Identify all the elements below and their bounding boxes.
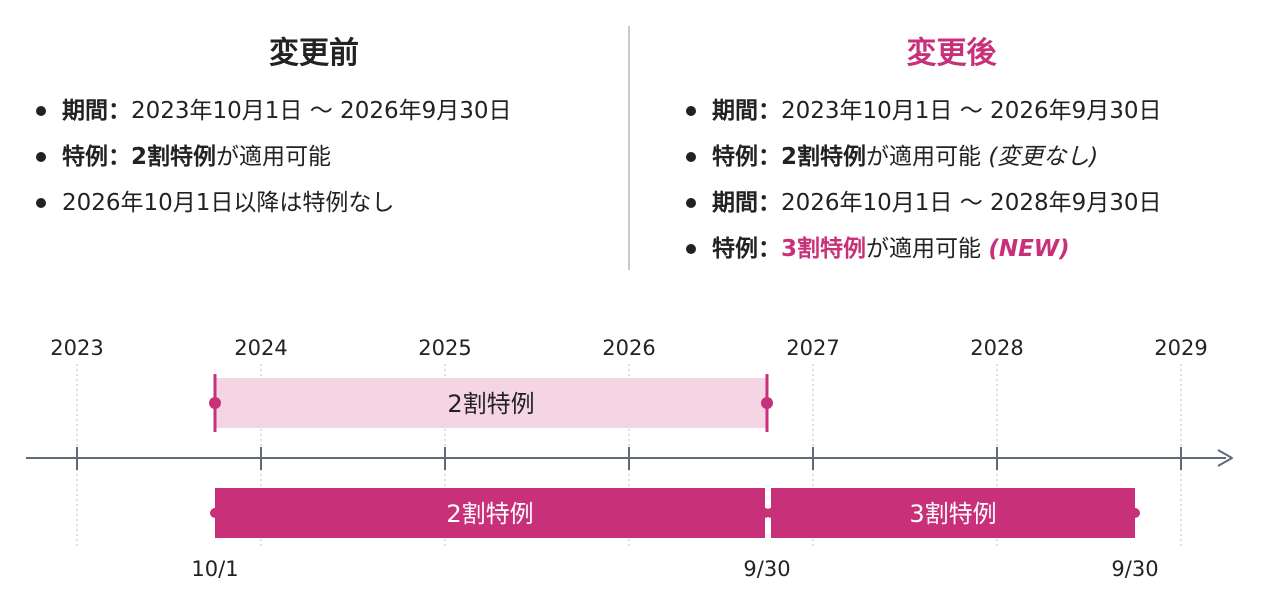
item-text: が適用可能: [866, 144, 982, 170]
item-note: (NEW): [988, 236, 1070, 262]
date-label: 9/30: [1111, 557, 1158, 581]
before-bar-start-marker: [209, 397, 221, 409]
item-text: 2026年10月1日 〜 2028年9月30日: [781, 190, 1162, 216]
before-period-bar: [215, 378, 767, 428]
item-label: 特例: [712, 236, 758, 262]
after-item-special-1: 特例：2割特例が適用可能 (変更なし): [686, 134, 1162, 180]
column-divider: [628, 26, 630, 270]
year-label: 2026: [602, 336, 655, 360]
item-label: 特例: [62, 144, 108, 170]
after-period-bar: [215, 488, 765, 538]
item-text: 2023年10月1日 〜 2026年9月30日: [131, 98, 512, 124]
item-label: 期間: [712, 190, 758, 216]
bullet-dot: [686, 198, 696, 208]
year-label: 2028: [970, 336, 1023, 360]
item-text: が適用可能: [866, 236, 982, 262]
after-title: 変更後: [906, 36, 997, 71]
after-bar-end-marker: [1130, 508, 1140, 518]
after-period-bar: [771, 488, 1135, 538]
after-item-period-1: 期間：2023年10月1日 〜 2026年9月30日: [686, 88, 1162, 134]
after-bar-start-marker: [210, 508, 220, 518]
date-label: 9/30: [743, 557, 790, 581]
item-sep: ：: [108, 144, 131, 170]
item-sep: ：: [758, 190, 781, 216]
before-bar-end-marker: [761, 397, 773, 409]
item-highlight: 2割特例: [131, 144, 217, 170]
before-bar-label: 2割特例: [447, 390, 534, 418]
year-label: 2027: [786, 336, 839, 360]
bullet-dot: [686, 152, 696, 162]
item-sep: ：: [108, 98, 131, 124]
item-sep: ：: [758, 98, 781, 124]
item-label: 期間: [62, 98, 108, 124]
item-text: が適用可能: [216, 144, 332, 170]
bullet-dot: [686, 106, 696, 116]
item-sep: ：: [758, 236, 781, 262]
item-note: (変更なし): [988, 144, 1099, 170]
item-text: 2023年10月1日 〜 2026年9月30日: [781, 98, 1162, 124]
item-highlight: 2割特例: [781, 144, 867, 170]
after-item-special-2: 特例：3割特例が適用可能 (NEW): [686, 226, 1162, 272]
item-highlight: 3割特例: [781, 236, 867, 262]
date-label: 10/1: [191, 557, 238, 581]
after-item-period-2: 期間：2026年10月1日 〜 2028年9月30日: [686, 180, 1162, 226]
year-label: 2025: [418, 336, 471, 360]
after-bar-label: 2割特例: [446, 500, 533, 528]
bullet-dot: [36, 152, 46, 162]
before-list: 期間：2023年10月1日 〜 2026年9月30日 特例：2割特例が適用可能 …: [36, 88, 512, 226]
before-item-after-note: 2026年10月1日以降は特例なし: [36, 180, 512, 226]
before-item-special: 特例：2割特例が適用可能: [36, 134, 512, 180]
bullet-dot: [36, 198, 46, 208]
after-list: 期間：2023年10月1日 〜 2026年9月30日 特例：2割特例が適用可能 …: [686, 88, 1162, 272]
year-label: 2024: [234, 336, 287, 360]
year-label: 2023: [50, 336, 103, 360]
timeline-diagram: 2023 2024 2025 2026 2027 2028 2029 2割特例 2割特例 3割特例…: [26, 336, 1233, 581]
bullet-dot: [36, 106, 46, 116]
before-item-period: 期間：2023年10月1日 〜 2026年9月30日: [36, 88, 512, 134]
item-label: 特例: [712, 144, 758, 170]
bullet-dot: [686, 244, 696, 254]
after-bar-label: 3割特例: [909, 500, 996, 528]
axis-arrow-icon: [1217, 449, 1233, 467]
after-bar-start-marker: [766, 508, 776, 518]
item-label: 期間: [712, 98, 758, 124]
item-sep: ：: [758, 144, 781, 170]
year-label: 2029: [1154, 336, 1207, 360]
before-title: 変更前: [269, 36, 359, 71]
item-text: 2026年10月1日以降は特例なし: [62, 190, 395, 216]
